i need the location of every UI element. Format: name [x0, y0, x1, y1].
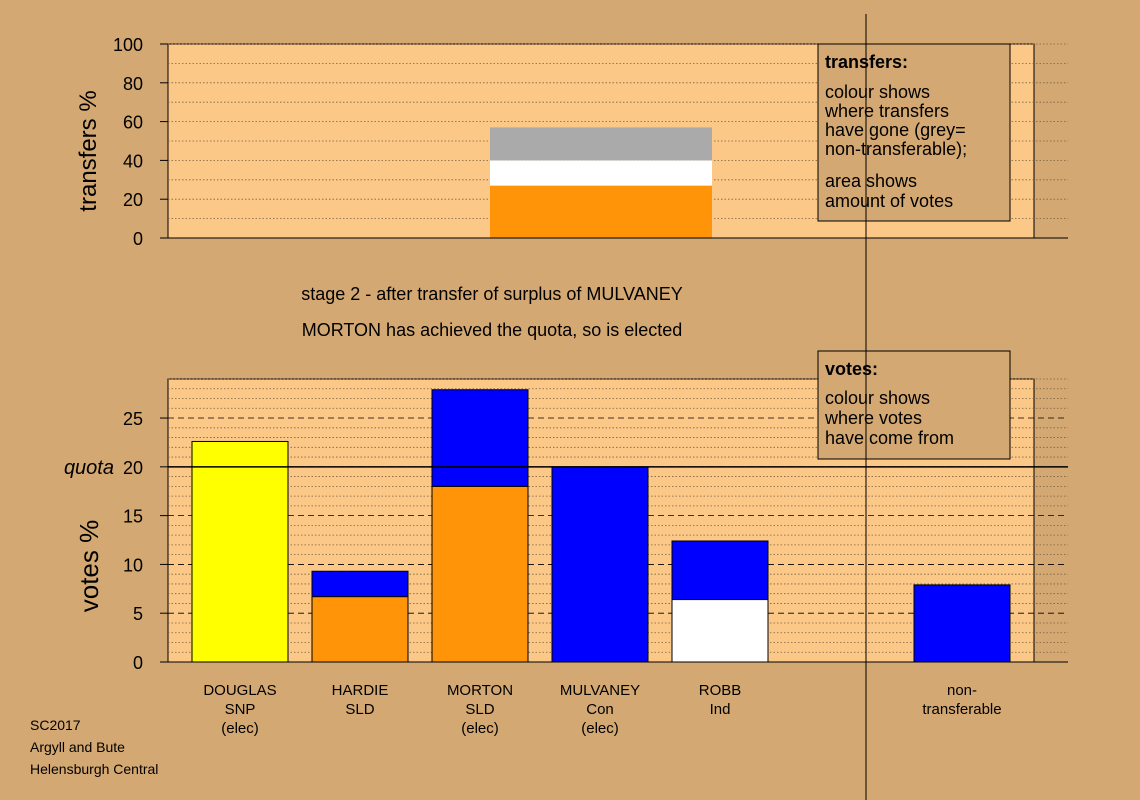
vote-segment	[191, 440, 289, 663]
candidate-label: transferable	[922, 701, 1001, 718]
votes-note-line: have come from	[825, 428, 954, 448]
candidate-label: (elec)	[581, 720, 619, 737]
candidate-labels: DOUGLAS SNP (elec) HARDIE SLD MORTON SLD (elec)…	[203, 682, 1001, 737]
candidate-label: MULVANEY	[560, 682, 640, 699]
candidate-label: SLD	[345, 701, 374, 718]
candidate-label: ROBB	[699, 682, 742, 699]
candidate-label: non-	[947, 682, 977, 699]
votes-note: votes: colour shows where votes have com…	[817, 350, 1011, 460]
y-tick-label: 25	[123, 409, 143, 429]
candidate-label: SLD	[465, 701, 494, 718]
candidate-label: (elec)	[221, 720, 259, 737]
vote-segment	[671, 540, 769, 601]
transfer-segment	[490, 160, 712, 186]
vote-segment	[431, 485, 529, 663]
votes-y-label: votes %	[74, 520, 104, 613]
candidate-label: MORTON	[447, 682, 513, 699]
y-tick-label: 80	[123, 74, 143, 94]
transfers-bars	[490, 127, 712, 238]
footer-election: SC2017	[30, 717, 81, 733]
votes-note-line: where votes	[824, 408, 922, 428]
vote-segment	[431, 389, 529, 487]
transfers-y-label: transfers %	[75, 90, 102, 211]
y-tick-label: 0	[133, 653, 143, 673]
vote-segment	[311, 570, 409, 598]
y-tick-label: 100	[113, 35, 143, 55]
y-tick-label: 0	[133, 229, 143, 249]
stage-description: stage 2 - after transfer of surplus of M…	[301, 284, 683, 304]
votes-note-line: colour shows	[825, 388, 930, 408]
y-tick-label: 20	[123, 190, 143, 210]
vote-segment	[671, 599, 769, 663]
votes-y-ticks: 0 5 10 15 25 20	[123, 409, 168, 673]
y-tick-label: 15	[123, 507, 143, 527]
y-tick-label: 5	[133, 604, 143, 624]
vote-segment	[913, 584, 1011, 663]
transfers-note-title: transfers:	[825, 52, 908, 72]
candidate-label: HARDIE	[332, 682, 389, 699]
y-tick-label: 20	[123, 458, 143, 478]
candidate-label: DOUGLAS	[203, 682, 276, 699]
transfers-note-line: area shows	[825, 171, 917, 191]
y-tick-label: 10	[123, 555, 143, 575]
transfer-segment	[490, 127, 712, 161]
transfers-y-ticks: 0 20 40 60 80 100	[113, 35, 168, 249]
quota-label: quota	[64, 457, 114, 479]
footer-council: Argyll and Bute	[30, 739, 125, 755]
vote-segment	[551, 466, 649, 663]
candidate-label: Con	[586, 701, 614, 718]
candidate-label: Ind	[710, 701, 731, 718]
candidate-label: SNP	[225, 701, 256, 718]
votes-panel: 0 5 10 15 25 20 quota votes % DOUGLAS SNP (elec…	[64, 378, 1068, 737]
transfers-note-line: amount of votes	[825, 191, 953, 211]
y-tick-label: 60	[123, 113, 143, 133]
y-tick-label: 40	[123, 151, 143, 171]
vote-segment	[311, 596, 409, 663]
transfer-segment	[490, 185, 712, 238]
transfers-note-line: non-transferable);	[825, 139, 967, 159]
transfers-note-line: have gone (grey=	[825, 120, 966, 140]
footer-ward: Helensburgh Central	[30, 761, 158, 777]
votes-note-title: votes:	[825, 359, 878, 379]
transfers-note: transfers: colour shows where transfers …	[817, 43, 1011, 222]
elected-description: MORTON has achieved the quota, so is ele…	[302, 320, 683, 340]
transfers-note-line: where transfers	[824, 101, 949, 121]
candidate-label: (elec)	[461, 720, 499, 737]
transfers-note-line: colour shows	[825, 82, 930, 102]
